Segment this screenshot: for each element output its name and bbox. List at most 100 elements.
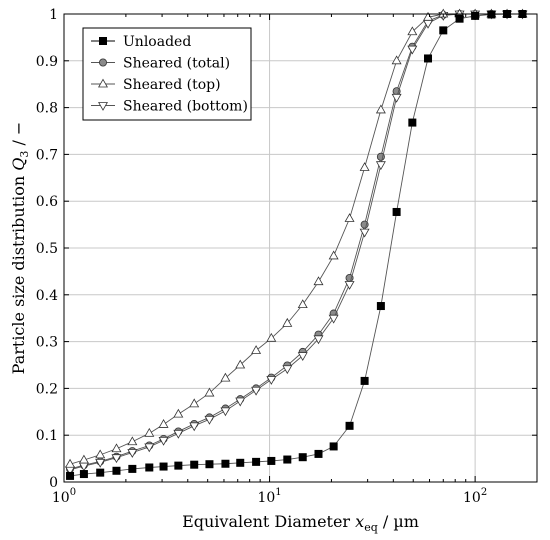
data-point-unloaded: [455, 14, 464, 23]
data-point-sheared-top: [313, 276, 324, 286]
data-point-sheared-bottom: [95, 458, 106, 468]
y-tick-label: 1: [49, 7, 58, 23]
data-point-sheared-bottom: [158, 436, 169, 446]
data-point-unloaded: [314, 449, 323, 458]
data-point-unloaded: [96, 468, 105, 477]
data-point-unloaded: [283, 455, 292, 464]
data-point-sheared-bottom: [266, 376, 277, 385]
y-tick-label: 0: [49, 475, 58, 491]
data-point-unloaded: [424, 54, 433, 63]
data-point-sheared-top: [344, 213, 355, 222]
data-point-sheared-bottom: [127, 449, 138, 458]
x-axis-title: Equivalent Diameter xeq / µm: [182, 512, 419, 534]
data-point-sheared-top: [359, 162, 370, 171]
data-point-sheared-top: [78, 454, 89, 464]
data-point-unloaded: [174, 461, 183, 470]
data-point-sheared-top: [204, 387, 215, 397]
data-point-sheared-bottom: [111, 454, 122, 464]
data-point-unloaded: [190, 460, 199, 469]
data-point-unloaded: [205, 460, 214, 469]
legend-label: Sheared (top): [123, 77, 221, 93]
y-tick-label: 0.3: [36, 335, 58, 351]
data-point-sheared-top: [95, 449, 106, 459]
data-point-unloaded: [128, 464, 137, 473]
x-tick-label: 100: [52, 487, 76, 506]
data-point-unloaded: [408, 118, 417, 127]
data-point-sheared-top: [220, 372, 231, 382]
data-point-sheared-bottom: [391, 93, 402, 103]
legend-label: Sheared (bottom): [123, 99, 248, 115]
data-point-sheared-bottom: [144, 443, 155, 453]
legend-marker: [99, 37, 108, 46]
y-tick-label: 0.1: [36, 428, 58, 444]
y-axis-title: Particle size distribution Q3 / −: [9, 122, 31, 375]
data-point-sheared-bottom: [313, 335, 324, 345]
legend-marker: [98, 78, 108, 88]
data-point-unloaded: [252, 457, 261, 466]
data-point-unloaded: [159, 462, 168, 471]
data-point-sheared-bottom: [173, 429, 184, 439]
data-point-unloaded: [376, 302, 385, 311]
data-point-unloaded: [112, 466, 121, 475]
data-point-sheared-top: [158, 419, 169, 428]
data-point-unloaded: [66, 471, 75, 480]
data-point-sheared-top: [328, 250, 339, 260]
data-point-sheared-top: [251, 345, 262, 354]
data-point-unloaded: [221, 459, 230, 468]
legend-entry-sheared-bottom: Sheared (bottom): [91, 99, 248, 115]
series-layer: [65, 8, 528, 480]
data-point-sheared-top: [127, 436, 138, 446]
series-unloaded: [66, 9, 527, 480]
data-point-sheared-bottom: [235, 397, 246, 407]
legend-entry-unloaded: Unloaded: [91, 34, 191, 50]
data-point-sheared-top: [375, 104, 386, 114]
data-point-sheared-bottom: [407, 45, 418, 55]
legend-label: Sheared (total): [123, 56, 230, 72]
data-point-sheared-top: [65, 458, 76, 468]
data-point-sheared-top: [407, 26, 418, 36]
legend: Unloaded Sheared (total) Sheared (top) Shea…: [82, 27, 252, 121]
data-point-sheared-top: [423, 11, 434, 21]
legend-entry-sheared-top: Sheared (top): [91, 77, 221, 93]
y-tick-label: 0.6: [36, 194, 58, 210]
data-point-sheared-top: [144, 427, 155, 437]
data-point-unloaded: [79, 470, 88, 479]
data-point-sheared-top: [282, 317, 293, 327]
data-point-sheared-bottom: [251, 386, 262, 396]
data-point-sheared-top: [235, 359, 246, 369]
data-point-sheared-bottom: [297, 352, 308, 362]
y-tick-label: 0.4: [36, 288, 58, 304]
data-point-sheared-top: [111, 443, 122, 453]
data-point-sheared-bottom: [282, 365, 293, 375]
legend-marker: [98, 102, 108, 111]
data-point-sheared-top: [266, 332, 277, 342]
data-point-sheared-bottom: [189, 422, 200, 432]
series-sheared-bottom: [65, 10, 528, 476]
data-point-sheared-top: [189, 398, 200, 408]
data-point-unloaded: [345, 421, 354, 430]
data-point-unloaded: [236, 458, 245, 467]
legend-entry-sheared-total: Sheared (total): [91, 56, 230, 72]
data-point-unloaded: [392, 207, 401, 216]
data-point-unloaded: [439, 26, 448, 35]
ticks-layer: 0 0.1 0.2 0.3 0.4 0.5 0.6 0.7 0.8 0.9 1 100 101 102: [36, 7, 538, 506]
data-point-sheared-bottom: [375, 161, 386, 171]
y-tick-label: 0.9: [36, 54, 58, 70]
y-tick-label: 0.5: [36, 241, 58, 257]
x-tick-label: 101: [257, 487, 281, 506]
data-point-sheared-bottom: [220, 407, 231, 417]
data-point-unloaded: [145, 463, 154, 472]
data-point-unloaded: [298, 453, 307, 462]
data-point-unloaded: [329, 442, 338, 451]
data-point-sheared-bottom: [359, 228, 370, 238]
y-tick-label: 0.7: [36, 147, 58, 163]
y-tick-label: 0.2: [36, 381, 58, 397]
data-point-sheared-top: [391, 55, 402, 65]
data-point-sheared-bottom: [204, 415, 215, 425]
data-point-sheared-top: [297, 299, 308, 309]
x-tick-label: 102: [463, 487, 487, 506]
data-point-sheared-top: [173, 408, 184, 418]
data-point-unloaded: [360, 376, 369, 385]
legend-box: [82, 27, 252, 121]
